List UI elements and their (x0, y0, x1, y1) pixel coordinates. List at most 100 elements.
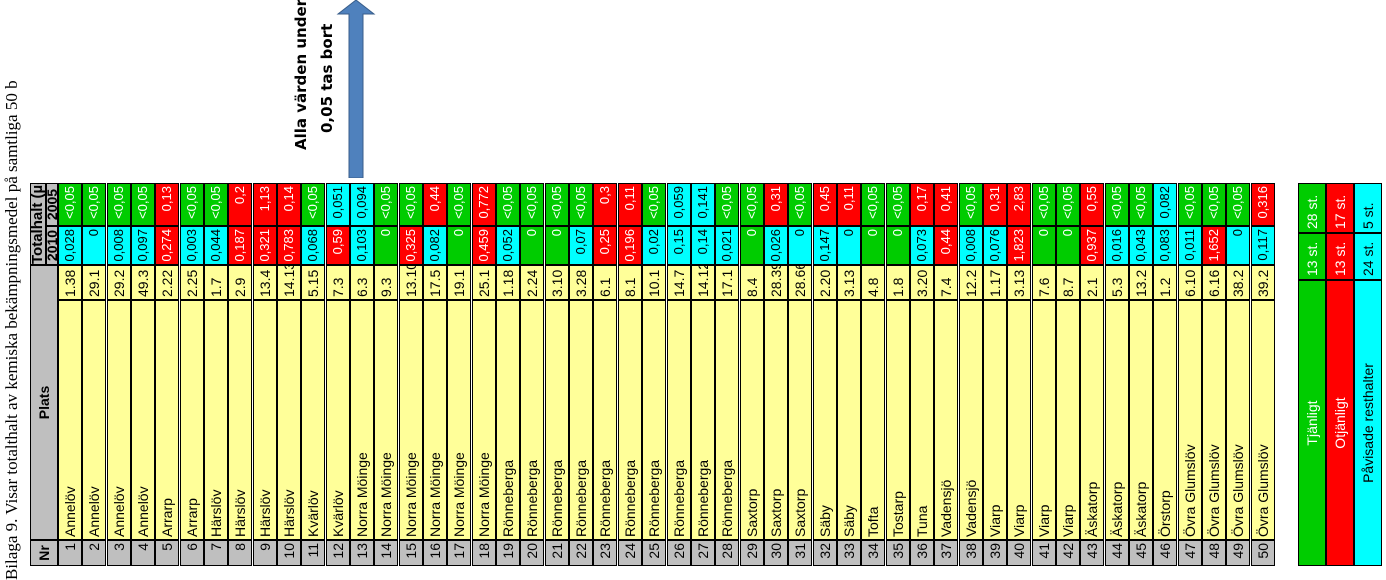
table-row-value-2005: <0,05 (544, 183, 570, 226)
table-row-nr: 8 (228, 540, 253, 566)
table-row-value-2005: <0,05 (1201, 183, 1227, 226)
table-row-nr: 34 (861, 540, 886, 566)
table-row-value-2005-text: 0,17 (913, 186, 929, 212)
table-row-code: 2.1 (1080, 265, 1105, 300)
table-row-nr-text: 45 (1132, 543, 1149, 559)
table-row-value-2005-text: <0,05 (1181, 186, 1197, 219)
table-row-nr-text: 39 (986, 543, 1003, 559)
table-row-code: 4.8 (861, 265, 886, 300)
table-row-value-2005-text: <0,05 (962, 186, 978, 219)
table-row-value-2005: 1,13 (252, 183, 278, 226)
table-row-code-text: 14.12 (694, 265, 711, 297)
table-row-value-2005-text: <0,05 (743, 186, 759, 219)
table-row-nr-text: 17 (451, 543, 468, 559)
table-row-code: 8.4 (739, 265, 764, 300)
note-line-1: Alla värden under (292, 0, 310, 150)
table-row-value-2005-text: <0,05 (1230, 186, 1246, 219)
legend-count-2005: 17 st. (1326, 183, 1354, 233)
legend-count-2005: 28 st. (1298, 183, 1326, 233)
table-row-value-2005: 0,11 (617, 183, 643, 226)
table-row-nr-text: 48 (1205, 543, 1222, 559)
table-row-value-2005: 0,094 (350, 183, 375, 226)
table-row-code-text: 38.2 (1230, 269, 1247, 297)
legend-label-text: Otjänligt (1332, 397, 1348, 449)
table-row-code-text: 1.8 (889, 277, 906, 297)
table-row-plats-text: Tostarp (889, 491, 906, 537)
table-row-value-2005: 0,31 (982, 183, 1008, 226)
table-row-value-2005-text: 0,316 (1254, 186, 1270, 219)
table-row-value-2005-text: 0,41 (938, 186, 954, 212)
table-row-nr-text: 23 (597, 543, 614, 559)
table-row-plats-text: Rönneberga (597, 459, 614, 537)
legend-count-2010-text: 13 st. (1332, 241, 1348, 276)
table-row-code-text: 4.8 (865, 277, 882, 297)
table-row-value-2005: <0,05 (958, 183, 983, 226)
table-row-nr: 45 (1128, 540, 1154, 566)
arrow-shape (336, 0, 376, 178)
table-row-value-2010: 0 (788, 226, 813, 265)
table-row-code: 9.3 (374, 265, 399, 300)
table-row-code: 19.1 (447, 265, 472, 300)
table-row-nr-text: 27 (694, 543, 711, 559)
table-row-code-text: 2.24 (524, 269, 541, 297)
table-row-value-2005-text: 0,094 (354, 186, 370, 219)
table-row-value-2010-text: 0,003 (183, 229, 199, 262)
table-row-plats-text: Norra Möinge (402, 452, 419, 537)
table-row-code: 6.1 (593, 265, 618, 300)
table-row-value-2010-text: 0 (1035, 229, 1051, 237)
table-row-nr-text: 35 (889, 543, 906, 559)
table-row-value-2010: 0,783 (277, 226, 302, 265)
table-row-plats: Norra Möinge (398, 300, 424, 540)
table-row-code: 2.25 (179, 265, 205, 300)
table-row-nr-text: 44 (1108, 543, 1125, 559)
table-row-code-text: 29.2 (110, 269, 127, 297)
table-row-plats-text: Rönneberga (694, 459, 711, 537)
table-row-plats-text: Härslöv (232, 489, 249, 537)
legend-count-2010: 13 st. (1298, 233, 1326, 280)
table-row-value-2010: 0,021 (715, 226, 740, 265)
table-row-plats-text: Örstorp (1157, 490, 1174, 537)
table-row-value-2010-text: 0,026 (767, 229, 783, 262)
table-row-code-text: 13.10 (402, 265, 419, 297)
table-row-value-2010-text: 0,187 (232, 229, 248, 262)
table-row-nr-text: 41 (1035, 543, 1052, 559)
table-row-code-text: 8.1 (621, 277, 638, 297)
table-row-code-text: 1.18 (500, 269, 517, 297)
table-row-nr: 12 (325, 540, 351, 566)
table-row-value-2005-text: 0,14 (281, 186, 297, 212)
table-row-value-2010: 0,008 (958, 226, 983, 265)
table-row-code: 29.2 (106, 265, 131, 300)
table-row-nr-text: 3 (110, 543, 127, 551)
table-row-value-2010: 0,103 (350, 226, 375, 265)
table-row-nr: 6 (179, 540, 205, 566)
table-row-value-2010-text: 0,147 (816, 229, 832, 262)
table-row-plats-text: Norra Möinge (378, 452, 395, 537)
table-row-code: 7.3 (325, 265, 351, 300)
table-row-code: 6.3 (350, 265, 375, 300)
header-2005-text: 2005 (46, 188, 58, 221)
table-row-code-text: 12.2 (962, 269, 979, 297)
table-row-value-2005: <0,05 (106, 183, 131, 226)
table-row-value-2005-text: <0,05 (524, 186, 540, 219)
table-row-plats: Rönneberga (715, 300, 740, 540)
table-row-plats-text: Arrarp (183, 498, 200, 537)
table-row-value-2010-text: 0,083 (1157, 229, 1173, 262)
table-row-nr-text: 16 (427, 543, 444, 559)
table-row-plats-text: Norra Möinge (354, 452, 371, 537)
table-row-plats: Örstorp (1153, 300, 1178, 540)
table-row-value-2005: <0,05 (301, 183, 326, 226)
table-row-value-2005: <0,05 (496, 183, 521, 226)
header-plats: Plats (30, 265, 58, 540)
table-row-value-2010-text: 0,07 (573, 229, 589, 255)
table-row-value-2010-text: 0,021 (719, 229, 735, 262)
table-row-code-text: 29.1 (86, 269, 103, 297)
table-row-nr: 28 (715, 540, 740, 566)
table-row-nr: 47 (1177, 540, 1202, 566)
table-row-nr: 16 (423, 540, 448, 566)
table-row-nr-text: 29 (743, 543, 760, 559)
table-row-code: 1.38 (58, 265, 83, 300)
table-row-value-2005: <0,05 (569, 183, 594, 226)
header-nr-text: Nr (36, 545, 52, 561)
table-row-nr-text: 12 (329, 543, 346, 559)
table-row-value-2010-text: 0 (840, 229, 856, 237)
